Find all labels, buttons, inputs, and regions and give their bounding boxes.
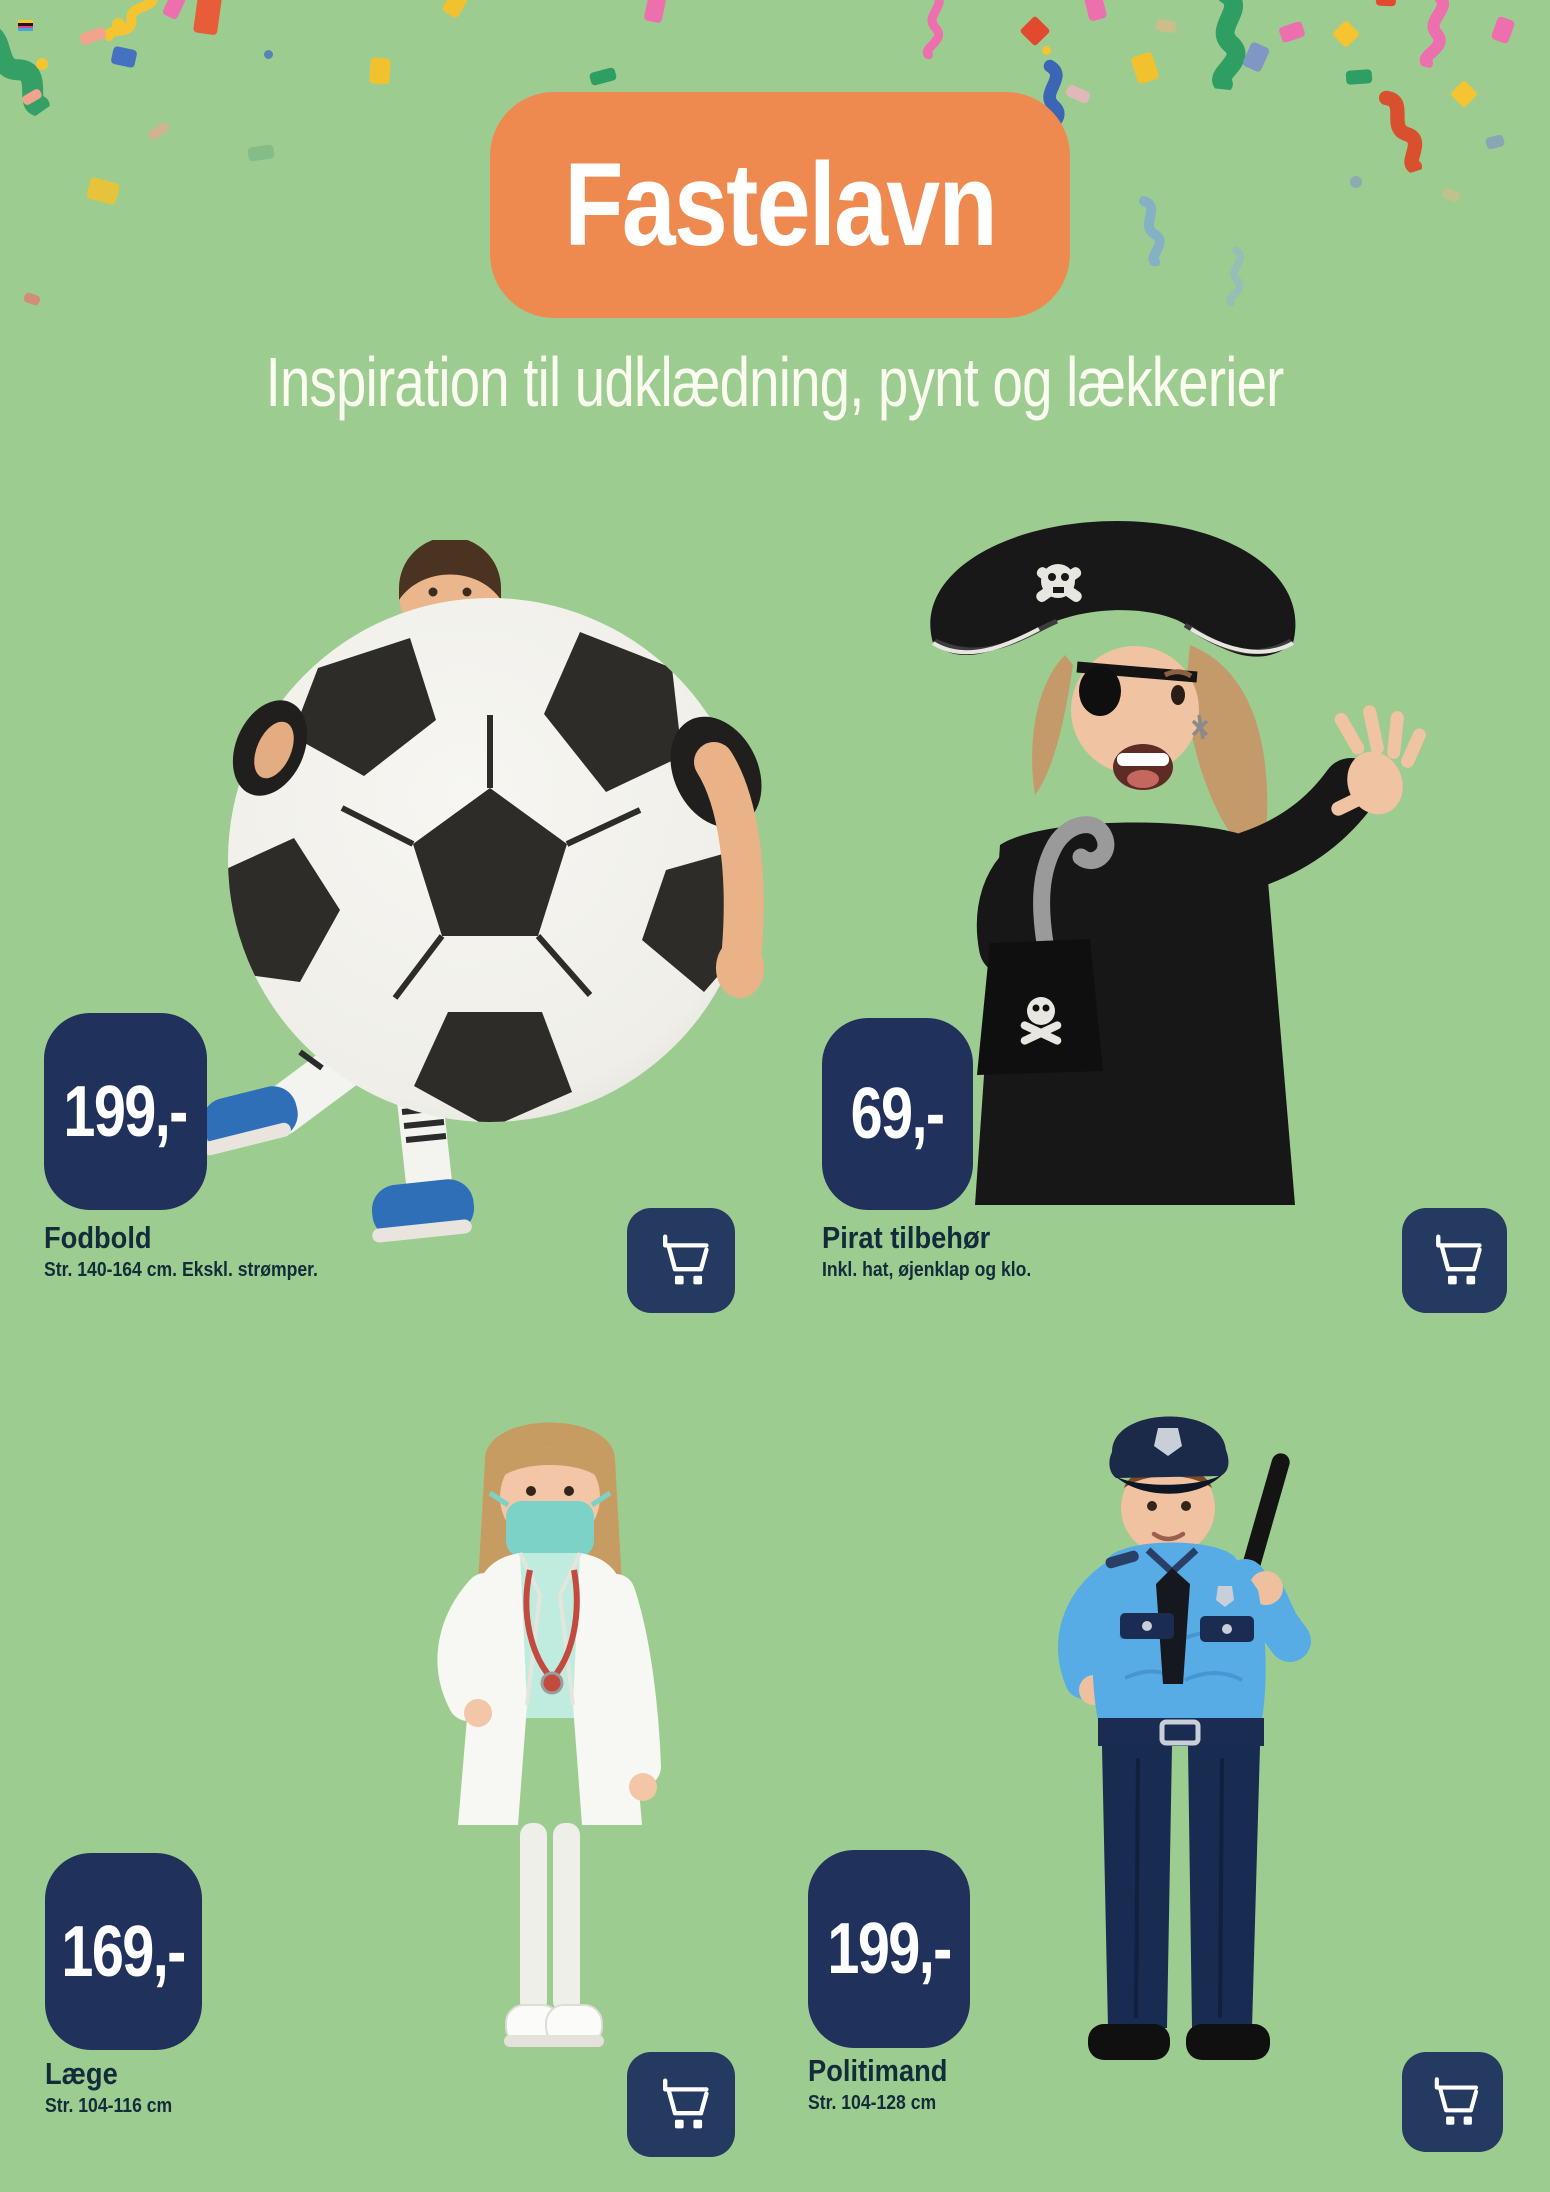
confetti-piece: [161, 0, 187, 21]
product-card-fodbold: 199,- Fodbold Str. 140-164 cm. Ekskl. st…: [0, 540, 780, 1330]
confetti-piece: [192, 0, 224, 36]
product-details: Str. 104-128 cm: [808, 2092, 937, 2114]
price-badge: 169,-: [45, 1853, 202, 2050]
page-title: Fastelavn: [564, 139, 997, 271]
product-photo-laege: [437, 1422, 661, 2047]
confetti-piece: [78, 25, 108, 47]
product-name: Læge: [45, 2056, 118, 2091]
confetti-piece: [1378, 90, 1423, 175]
price-badge: 199,-: [44, 1013, 207, 1210]
confetti-piece: [0, 23, 50, 117]
confetti-piece: [103, 0, 159, 42]
confetti-piece: [110, 45, 138, 69]
confetti-piece: [1241, 41, 1271, 73]
confetti-piece: [1484, 134, 1506, 150]
cart-icon: [1436, 1234, 1482, 1285]
add-to-cart-button[interactable]: [627, 1208, 735, 1313]
confetti-piece: [247, 144, 275, 162]
product-photo-politimand: [1058, 1416, 1311, 2060]
cart-icon: [662, 2078, 709, 2129]
confetti-piece: [441, 0, 469, 19]
confetti-piece: [1375, 0, 1397, 7]
confetti-piece: [1419, 0, 1449, 69]
product-card-politimand: 199,- Politimand Str. 104-128 cm: [780, 1388, 1550, 2192]
product-name: Politimand: [808, 2053, 948, 2088]
confetti-piece: [20, 87, 44, 107]
price-badge: 199,-: [808, 1850, 970, 2048]
confetti-piece: [588, 66, 618, 87]
add-to-cart-button[interactable]: [1402, 2052, 1503, 2152]
confetti-piece: [922, 0, 944, 60]
confetti-piece: [1345, 69, 1373, 85]
add-to-cart-button[interactable]: [1402, 1208, 1507, 1313]
price-text: 69,-: [851, 1074, 945, 1154]
confetti-piece: [1449, 79, 1479, 109]
confetti-piece: [36, 58, 48, 70]
confetti-piece: [112, 18, 125, 31]
confetti-piece: [22, 291, 42, 307]
product-card-pirat: 69,- Pirat tilbehør Inkl. hat, øjenklap …: [780, 515, 1550, 1330]
product-photo-pirat: [930, 521, 1426, 1205]
confetti-piece: [1064, 83, 1092, 105]
confetti-piece: [1019, 15, 1051, 47]
title-badge: Fastelavn: [490, 92, 1070, 318]
confetti-piece: [1440, 186, 1462, 204]
product-card-laege: 169,- Læge Str. 104-116 cm: [0, 1405, 780, 2192]
print-registration-mark: [18, 20, 33, 31]
product-name: Pirat tilbehør: [822, 1220, 991, 1255]
confetti-piece: [1130, 51, 1160, 85]
confetti-piece: [1082, 0, 1108, 22]
confetti-piece: [643, 0, 667, 24]
page-subtitle: Inspiration til udklædning, pynt og lækk…: [265, 343, 1285, 421]
confetti-piece: [369, 57, 391, 85]
product-details: Str. 104-116 cm: [45, 2095, 173, 2117]
confetti-piece: [1226, 246, 1245, 307]
confetti-piece: [1331, 19, 1361, 49]
price-text: 199,-: [63, 1071, 189, 1152]
confetti-piece: [264, 50, 273, 59]
price-text: 169,-: [61, 1911, 187, 1992]
price-text: 199,-: [827, 1909, 952, 1989]
product-details: Inkl. hat, øjenklap og klo.: [822, 1259, 1032, 1281]
confetti-piece: [1138, 196, 1165, 268]
confetti-piece: [147, 120, 171, 142]
cart-icon: [1434, 2077, 1479, 2125]
price-badge: 69,-: [822, 1018, 973, 1210]
confetti-piece: [85, 176, 121, 206]
product-name: Fodbold: [44, 1220, 152, 1255]
confetti-piece: [1490, 15, 1516, 45]
confetti-piece: [1278, 20, 1306, 44]
confetti-piece: [1155, 18, 1177, 34]
confetti-piece: [1212, 0, 1246, 93]
cart-icon: [662, 1234, 709, 1285]
confetti-piece: [1350, 176, 1362, 188]
confetti-piece: [1042, 46, 1051, 55]
product-photo-fodbold: [202, 540, 764, 1243]
add-to-cart-button[interactable]: [627, 2052, 735, 2157]
product-details: Str. 140-164 cm. Ekskl. strømper.: [44, 1259, 318, 1281]
